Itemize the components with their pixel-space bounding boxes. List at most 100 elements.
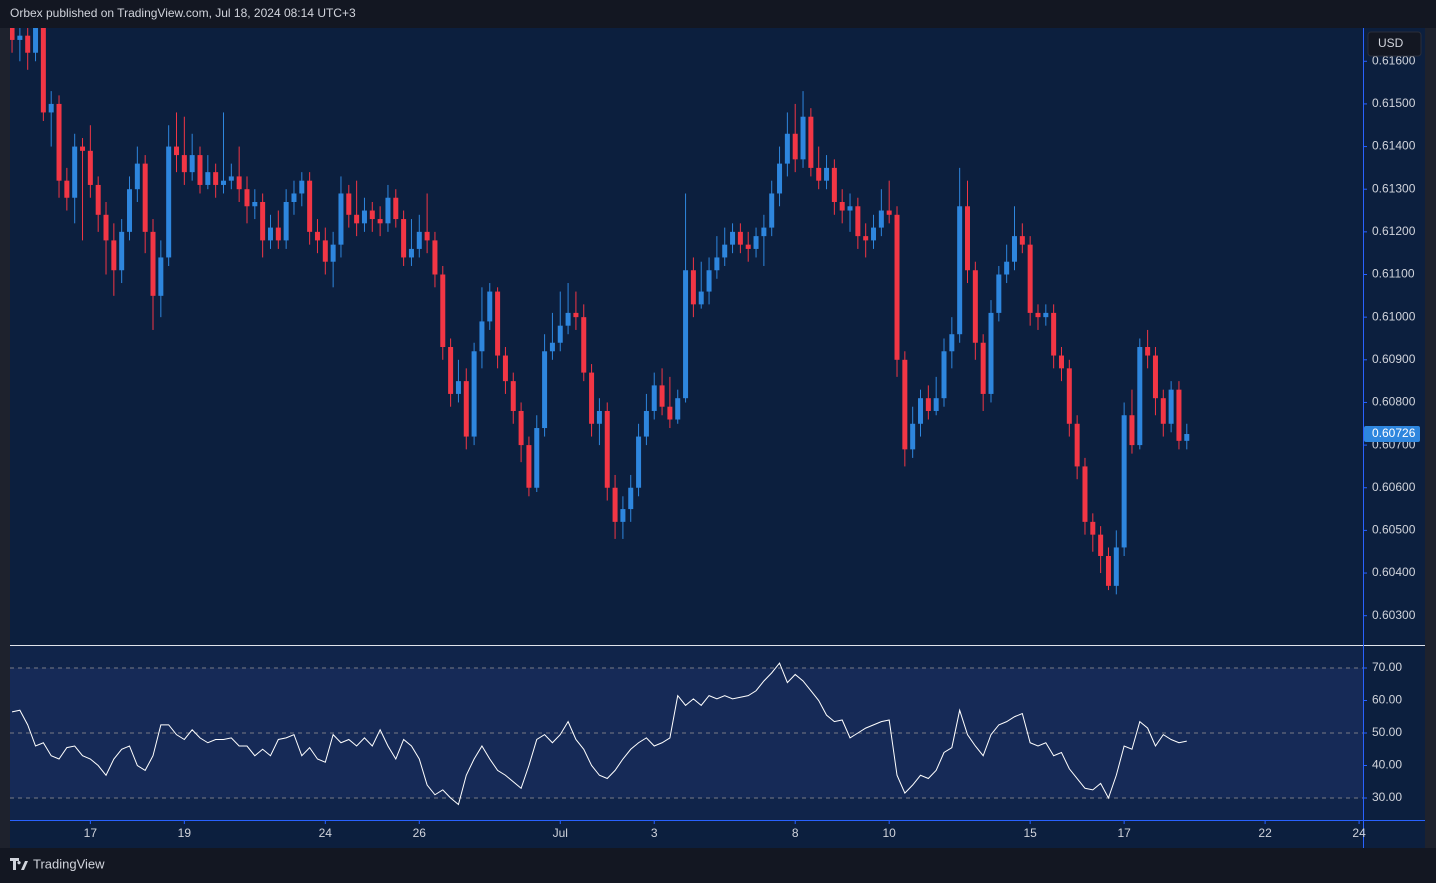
candle-body [64,180,70,198]
candle-body [871,227,877,241]
last-price-label: 0.60726 [1372,426,1416,440]
candle-body [158,257,164,296]
candle-body [408,248,414,258]
candle-body [730,231,736,245]
currency-label: USD [1378,36,1404,50]
candle-body [589,372,595,424]
candle-body [338,193,344,245]
candle-body [972,270,978,343]
candle-body [33,28,39,53]
candle-body [878,210,884,228]
candle-body [659,385,665,407]
candle-body [957,206,963,335]
candle-body [150,231,156,296]
candle-body [10,28,15,40]
candle-body [479,321,485,352]
x-tick-label: 8 [792,826,799,840]
candle-body [487,291,493,322]
y-tick-label: 0.61600 [1372,53,1416,67]
y-tick-label: 70.00 [1372,660,1402,674]
candle-body [902,359,908,450]
candle-body [722,244,728,258]
candle-body [604,410,610,488]
candle-body [48,103,54,113]
candle-body [1043,312,1049,318]
candle-body [197,155,203,185]
candle-body [1004,261,1010,275]
candle-body [800,116,806,160]
candle-body [471,351,477,437]
candle-body [581,317,587,373]
candle-body [737,231,743,245]
candle-body [1058,355,1064,369]
candle-body [549,342,555,352]
candle-body [354,214,360,224]
x-tick-label: Jul [553,826,568,840]
y-tick-label: 50.00 [1372,725,1402,739]
candle-body [166,146,172,258]
candle-body [1129,415,1135,446]
candle-body [925,398,931,411]
candle-body [1168,389,1174,424]
y-tick-label: 0.61400 [1372,139,1416,153]
currency-button [1367,31,1422,57]
candle-body [213,172,219,185]
y-tick-label: 0.61200 [1372,224,1416,238]
candle-body [267,227,273,241]
candle-body [1137,347,1143,446]
candle-body [416,231,422,249]
candle-body [236,176,242,190]
rsi-line [11,662,1187,806]
candle-body [424,231,430,241]
candle-body [706,270,712,292]
candle-body [119,231,125,271]
candle-body [220,180,226,185]
candle-body [777,163,783,194]
candle-body [377,219,383,224]
candle-body [1035,312,1041,318]
candle-body [667,406,673,420]
candle-body [502,355,508,382]
candle-body [103,214,109,241]
y-tick-label: 0.60600 [1372,480,1416,494]
candle-body [965,206,971,271]
candle-body [330,244,336,262]
candle-body [1066,368,1072,424]
candle-body [25,35,31,53]
last-price-box [1364,426,1420,443]
candle-body [314,231,320,241]
candle-body [440,274,446,348]
x-tick-label: 24 [319,826,333,840]
rsi-plot [10,662,1363,806]
candle-body [1011,236,1017,262]
y-tick-label: 40.00 [1372,758,1402,772]
candle-body [683,270,689,399]
x-tick-label: 24 [1352,826,1366,840]
candle-body [1184,434,1190,441]
candle-body [260,202,266,241]
candle-body [690,270,696,305]
candle-body [401,219,407,258]
candle-body [291,193,297,203]
candle-body [307,180,313,232]
candle-body [784,133,790,164]
candle-body [181,155,187,173]
y-tick-label: 0.61000 [1372,309,1416,323]
candle-body [1082,466,1088,522]
x-tick-label: 26 [413,826,427,840]
candle-body [80,146,86,151]
candle-body [432,240,438,275]
candle-body [698,291,704,305]
candle-body [72,146,78,198]
header: Orbex published on TradingView.com, Jul … [10,6,356,20]
candle-body [855,206,861,237]
candle-body [510,381,516,411]
candle-body [918,398,924,424]
candle-body [980,342,986,394]
candle-body [518,410,524,446]
brand: TradingView [33,856,105,871]
candle-body [127,189,133,232]
candle-body [714,257,720,271]
candle-body [996,274,1002,313]
candle-body [1176,389,1182,441]
